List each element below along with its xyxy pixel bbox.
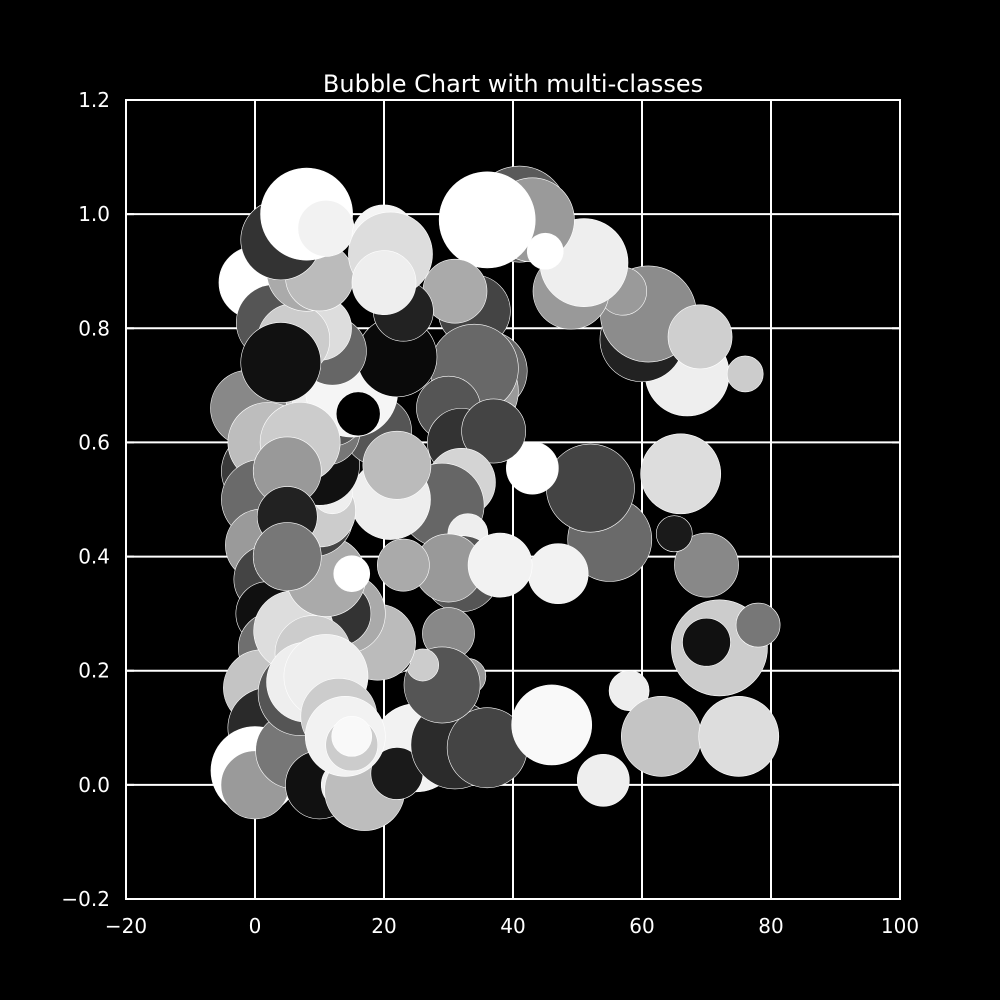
x-tick-label: 40 (500, 914, 525, 938)
bubble-point (461, 398, 526, 464)
x-tick-labels: −20 0 20 40 60 80 100 (105, 914, 919, 938)
bubbles-layer (210, 165, 781, 831)
bubble-point (526, 232, 564, 270)
bubble-point (351, 250, 417, 315)
bubble-point (640, 433, 722, 515)
bubble-point (674, 532, 739, 598)
bubble-point (467, 532, 533, 598)
x-tick-label: 20 (371, 914, 396, 938)
bubble-point (667, 304, 733, 370)
y-tick-label: 0.8 (78, 316, 110, 340)
bubble-point (620, 695, 702, 777)
y-tick-label: −0.2 (61, 887, 110, 911)
bubble-point (252, 522, 322, 591)
bubble-point (527, 543, 589, 605)
bubble-point (726, 355, 764, 393)
bubble-point (682, 617, 731, 667)
bubble-point (608, 670, 650, 712)
bubble-point (297, 200, 355, 257)
x-tick-label: 0 (249, 914, 262, 938)
y-tick-label: 0.0 (78, 773, 110, 797)
y-tick-label: 0.6 (78, 430, 110, 454)
bubble-point (331, 716, 373, 757)
bubble-point (362, 430, 432, 500)
bubble-point (335, 391, 381, 437)
bubble-point (735, 602, 781, 648)
bubble-point (506, 441, 559, 495)
y-tick-label: 1.2 (78, 88, 110, 112)
chart-title: Bubble Chart with multi-classes (323, 70, 703, 98)
bubble-point (240, 322, 322, 403)
bubble-point (438, 171, 536, 269)
y-tick-labels: −0.2 0.0 0.2 0.4 0.6 0.8 1.0 1.2 (61, 88, 110, 911)
y-tick-label: 0.2 (78, 659, 110, 683)
x-tick-label: −20 (105, 914, 147, 938)
bubble-point (655, 515, 693, 553)
bubble-point (546, 443, 635, 533)
y-tick-label: 0.4 (78, 545, 110, 569)
bubble-point (333, 555, 371, 593)
x-tick-label: 100 (881, 914, 919, 938)
axis-ticks (125, 99, 901, 900)
bubble-point (576, 753, 630, 807)
bubble-point (511, 684, 593, 766)
bubble-point (377, 538, 430, 592)
x-tick-label: 60 (629, 914, 654, 938)
y-tick-label: 1.0 (78, 202, 110, 226)
bubble-point (698, 695, 780, 777)
x-tick-label: 80 (758, 914, 783, 938)
